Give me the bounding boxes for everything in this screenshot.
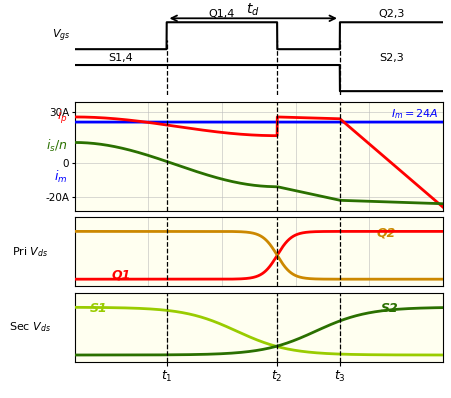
Text: S2: S2	[379, 302, 397, 315]
Text: Q1,4: Q1,4	[208, 9, 235, 19]
Text: Q2: Q2	[376, 226, 395, 240]
Text: $i_m$: $i_m$	[54, 168, 67, 185]
Text: S1: S1	[89, 302, 107, 315]
Text: Q2,3: Q2,3	[377, 9, 404, 19]
Text: S1,4: S1,4	[108, 53, 133, 63]
Text: Pri $V_{ds}$: Pri $V_{ds}$	[12, 245, 48, 259]
Text: $V_{gs}$: $V_{gs}$	[52, 27, 71, 44]
Text: Sec $V_{ds}$: Sec $V_{ds}$	[9, 321, 51, 334]
Text: $t_d$: $t_d$	[246, 1, 259, 18]
Text: Q1: Q1	[111, 268, 130, 281]
Text: $i_s/n$: $i_s/n$	[46, 138, 67, 154]
Text: S2,3: S2,3	[378, 53, 403, 63]
Text: $i_p$: $i_p$	[56, 108, 67, 126]
Text: $I_m = 24A$: $I_m = 24A$	[391, 107, 438, 121]
